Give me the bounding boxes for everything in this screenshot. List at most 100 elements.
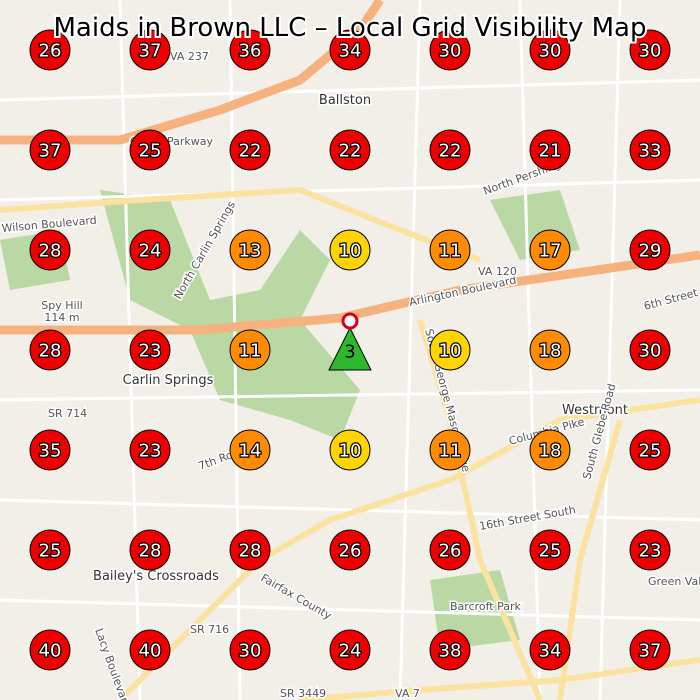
rank-label: 17 bbox=[539, 241, 562, 262]
rank-label: 25 bbox=[639, 441, 662, 462]
rank-label: 28 bbox=[39, 341, 62, 362]
rank-label: 40 bbox=[39, 641, 62, 662]
rank-label: 22 bbox=[339, 141, 362, 162]
rank-marker bbox=[129, 129, 171, 171]
rank-label: 25 bbox=[539, 541, 562, 562]
rank-markers: 26 37 36 34 30 30 30 37 25 22 22 22 21 33 28 24 13 10 11 17… bbox=[29, 29, 671, 671]
rank-label: 28 bbox=[39, 241, 62, 262]
rank-label: 14 bbox=[239, 441, 262, 462]
rank-label: 30 bbox=[439, 41, 462, 62]
rank-marker bbox=[629, 629, 671, 671]
rank-label: 10 bbox=[339, 441, 362, 462]
place-label: Ballston bbox=[319, 93, 371, 108]
rank-label: 24 bbox=[139, 241, 162, 262]
rank-marker bbox=[429, 629, 471, 671]
rank-marker bbox=[129, 529, 171, 571]
rank-marker bbox=[529, 29, 571, 71]
rank-label: 26 bbox=[339, 541, 362, 562]
rank-label: 11 bbox=[239, 341, 262, 362]
rank-label: 35 bbox=[39, 441, 62, 462]
rank-label: 30 bbox=[239, 641, 262, 662]
rank-marker bbox=[529, 329, 571, 371]
rank-label: 25 bbox=[139, 141, 162, 162]
rank-label: 10 bbox=[439, 341, 462, 362]
rank-label: 26 bbox=[439, 541, 462, 562]
rank-label: 28 bbox=[239, 541, 262, 562]
place-label: Spy Hill bbox=[41, 299, 82, 312]
rank-label: 11 bbox=[439, 441, 462, 462]
rank-label: 21 bbox=[539, 141, 562, 162]
rank-label: 18 bbox=[539, 341, 562, 362]
rank-marker bbox=[29, 629, 71, 671]
rank-label: 37 bbox=[139, 41, 162, 62]
rank-marker bbox=[129, 329, 171, 371]
rank-label: 37 bbox=[39, 141, 62, 162]
rank-label: 25 bbox=[39, 541, 62, 562]
rank-marker bbox=[129, 229, 171, 271]
rank-label: 3 bbox=[344, 342, 355, 363]
rank-label: 34 bbox=[539, 641, 562, 662]
rank-label: 37 bbox=[639, 641, 662, 662]
rank-marker bbox=[329, 29, 371, 71]
rank-label: 29 bbox=[639, 241, 662, 262]
rank-label: 11 bbox=[439, 241, 462, 262]
road-label: SR 3449 bbox=[280, 687, 326, 700]
rank-marker bbox=[629, 29, 671, 71]
rank-marker bbox=[129, 29, 171, 71]
rank-marker bbox=[29, 229, 71, 271]
rank-label: 23 bbox=[139, 341, 162, 362]
rank-marker bbox=[229, 329, 271, 371]
rank-marker bbox=[29, 529, 71, 571]
rank-marker bbox=[329, 629, 371, 671]
rank-marker bbox=[29, 29, 71, 71]
rank-marker bbox=[229, 129, 271, 171]
rank-marker bbox=[129, 429, 171, 471]
rank-label: 33 bbox=[639, 141, 662, 162]
rank-marker bbox=[529, 229, 571, 271]
rank-label: 24 bbox=[339, 641, 362, 662]
rank-label: 13 bbox=[239, 241, 262, 262]
place-label: Westmont bbox=[562, 403, 628, 418]
rank-marker bbox=[429, 129, 471, 171]
place-label: Bailey's Crossroads bbox=[93, 569, 219, 584]
rank-marker bbox=[29, 329, 71, 371]
rank-marker bbox=[329, 229, 371, 271]
place-label: Barcroft Park bbox=[450, 600, 522, 613]
rank-marker bbox=[328, 326, 372, 371]
rank-marker bbox=[229, 629, 271, 671]
rank-marker bbox=[629, 429, 671, 471]
rank-marker bbox=[229, 29, 271, 71]
rank-label: 23 bbox=[639, 541, 662, 562]
place-label: Green Valley bbox=[648, 575, 700, 588]
rank-label: 30 bbox=[539, 41, 562, 62]
rank-marker bbox=[429, 529, 471, 571]
rank-marker bbox=[529, 129, 571, 171]
rank-marker bbox=[229, 429, 271, 471]
rank-marker bbox=[229, 529, 271, 571]
road-label: VA 120 bbox=[478, 265, 517, 278]
rank-marker bbox=[329, 529, 371, 571]
rank-marker bbox=[429, 429, 471, 471]
rank-marker bbox=[329, 129, 371, 171]
rank-marker bbox=[529, 529, 571, 571]
road-label: SR 714 bbox=[48, 407, 87, 420]
rank-label: 10 bbox=[339, 241, 362, 262]
rank-marker bbox=[429, 329, 471, 371]
rank-marker bbox=[629, 229, 671, 271]
rank-marker bbox=[429, 229, 471, 271]
business-pin bbox=[341, 312, 359, 330]
rank-label: 40 bbox=[139, 641, 162, 662]
rank-marker bbox=[629, 329, 671, 371]
rank-marker bbox=[129, 629, 171, 671]
map-title: Maids in Brown LLC – Local Grid Visibili… bbox=[54, 13, 647, 43]
place-label: Carlin Springs bbox=[123, 373, 214, 388]
rank-marker bbox=[29, 129, 71, 171]
road-label: SR 716 bbox=[190, 623, 229, 636]
rank-label: 34 bbox=[339, 41, 362, 62]
rank-marker bbox=[529, 429, 571, 471]
rank-label: 28 bbox=[139, 541, 162, 562]
rank-label: 22 bbox=[239, 141, 262, 162]
rank-label: 22 bbox=[439, 141, 462, 162]
rank-marker bbox=[429, 29, 471, 71]
